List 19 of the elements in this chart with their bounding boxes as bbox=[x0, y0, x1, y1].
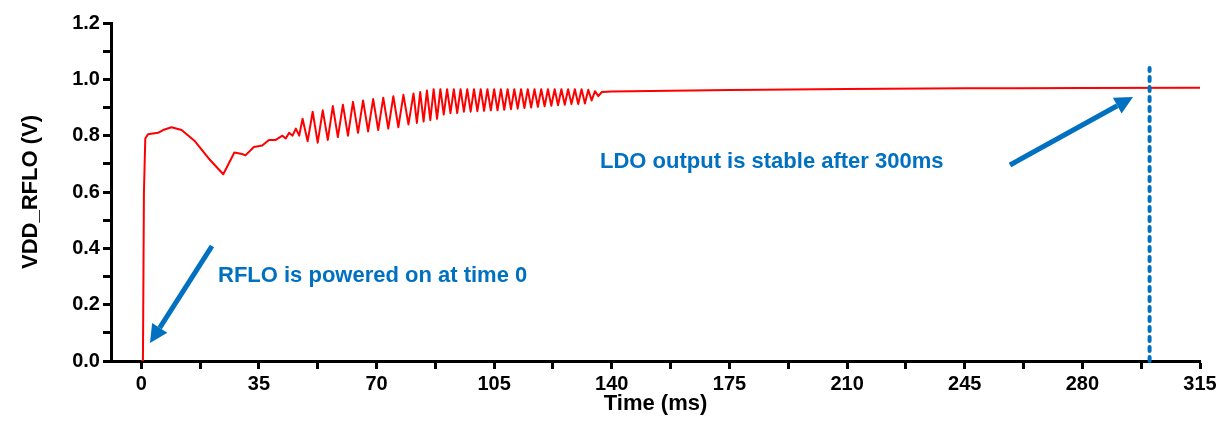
x-tick-label: 210 bbox=[830, 371, 864, 394]
y-tick-label: 0.8 bbox=[72, 123, 100, 146]
y-tick-label: 1.0 bbox=[72, 66, 100, 89]
x-tick-label: 0 bbox=[135, 371, 147, 394]
annotation: RFLO is powered on at time 0 bbox=[218, 262, 528, 288]
y-tick-label: 0.4 bbox=[72, 235, 101, 258]
annotation: LDO output is stable after 300ms bbox=[600, 148, 944, 174]
x-tick-label: 245 bbox=[948, 371, 982, 394]
y-tick-label: 0.6 bbox=[72, 179, 100, 202]
x-tick-label: 280 bbox=[1065, 371, 1100, 394]
x-tick-label: 315 bbox=[1183, 371, 1217, 394]
y-axis-title: VDD_RFLO (V) bbox=[17, 115, 43, 269]
x-tick-label: 35 bbox=[247, 371, 271, 394]
y-tick-label: 0.0 bbox=[72, 348, 100, 371]
x-tick-label: 175 bbox=[712, 371, 747, 394]
x-tick-label: 70 bbox=[365, 371, 388, 394]
y-tick-label: 0.2 bbox=[72, 292, 100, 315]
x-tick-label: 105 bbox=[477, 371, 511, 394]
y-tick-label: 1.2 bbox=[72, 10, 100, 33]
